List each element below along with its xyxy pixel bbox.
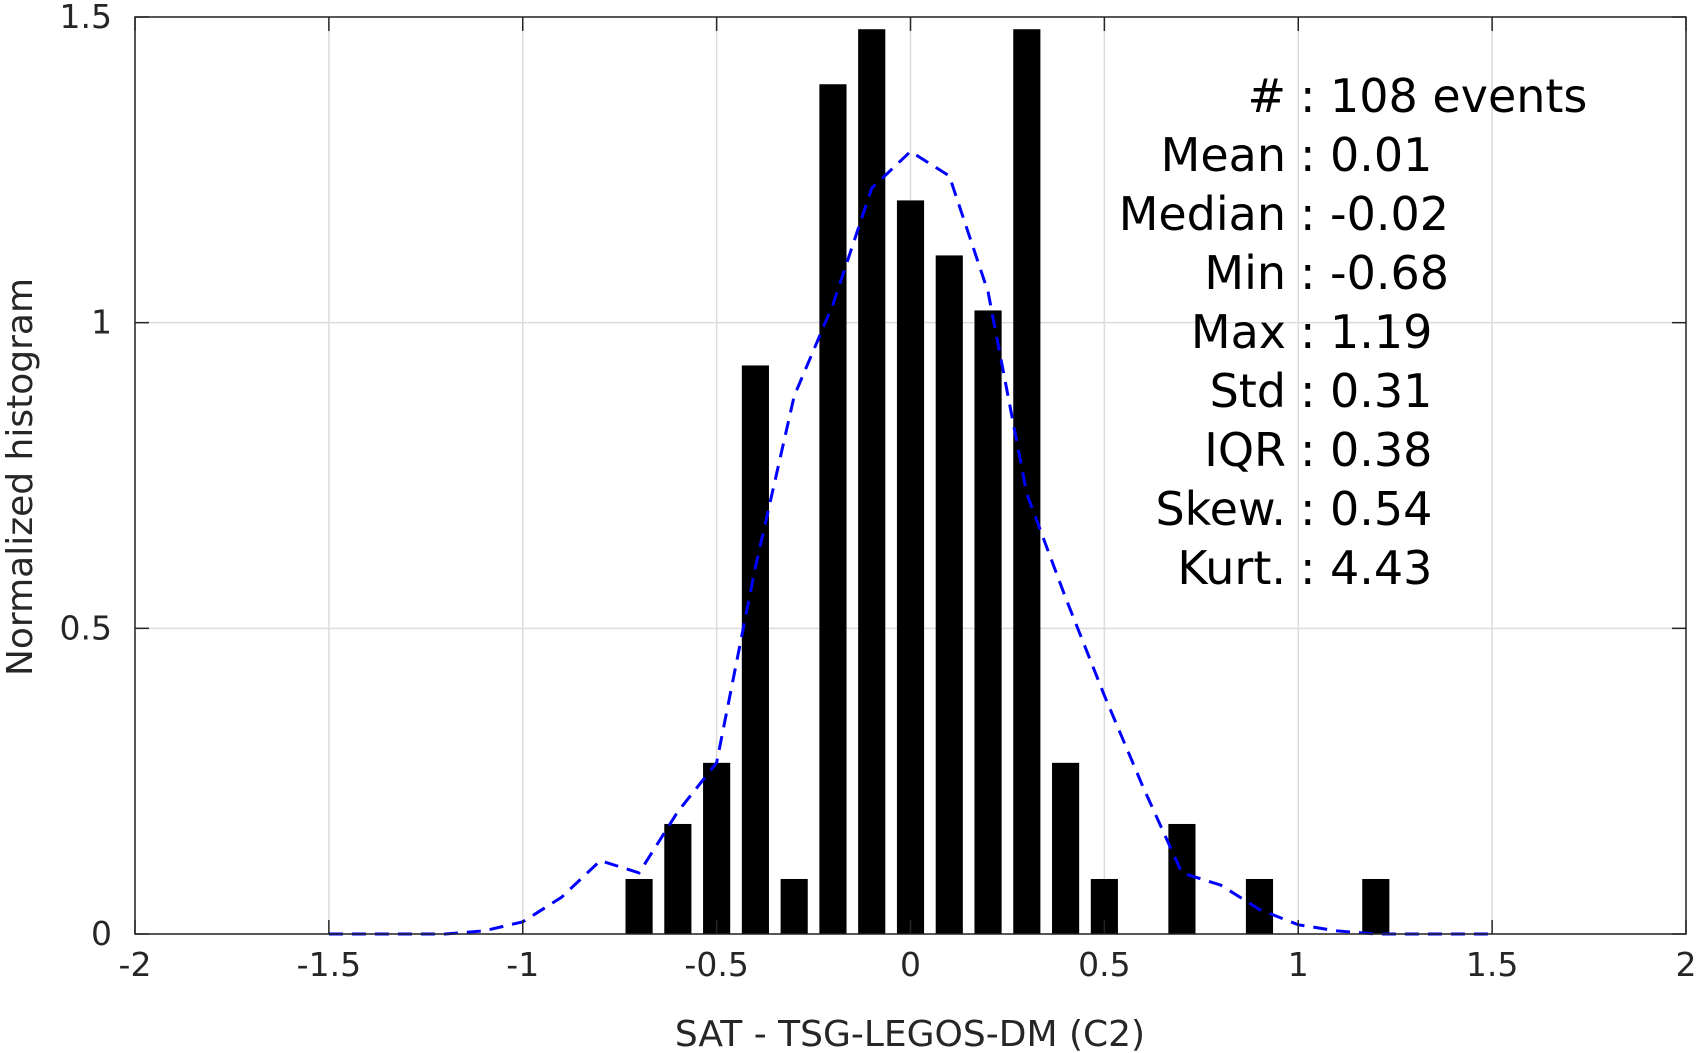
stats-line-6: IQR:0.38 <box>1204 423 1432 477</box>
y-tick-label-3: 1.5 <box>60 0 112 36</box>
bar-2 <box>703 762 731 934</box>
stats-separator: : <box>1300 246 1316 300</box>
bar-11 <box>1052 762 1080 934</box>
y-tick-label-1: 0.5 <box>60 608 112 647</box>
stats-label: IQR <box>1204 423 1286 477</box>
stats-line-2: Median: -0.02 <box>1119 187 1449 241</box>
stats-value: 0.54 <box>1330 482 1432 536</box>
bar-3 <box>741 365 769 935</box>
stats-label: Max <box>1191 305 1286 359</box>
x-tick-label-7: 1.5 <box>1466 945 1518 984</box>
axes-frame <box>134 16 1687 935</box>
x-tick-label-0: -2 <box>119 945 152 984</box>
stats-label: Skew. <box>1155 482 1286 536</box>
stats-separator: : <box>1300 305 1316 359</box>
bar-9 <box>974 310 1002 934</box>
stats-separator: : <box>1300 69 1316 123</box>
x-tick-label-2: -1 <box>506 945 539 984</box>
x-tick-label-5: 0.5 <box>1078 945 1130 984</box>
stats-label: Median <box>1119 187 1286 241</box>
bar-1 <box>664 823 692 934</box>
stats-label: Mean <box>1161 128 1286 182</box>
stats-value: 0.38 <box>1330 423 1432 477</box>
stats-line-5: Std:0.31 <box>1210 364 1433 418</box>
stats-separator: : <box>1300 423 1316 477</box>
stats-value: -0.68 <box>1330 246 1449 300</box>
stats-label: Kurt. <box>1177 541 1286 595</box>
x-tick-labels: -2 -1.5 -1 -0.5 0 0.5 1 1.5 2 <box>119 945 1697 984</box>
y-axis-title: Normalized histogram <box>0 278 41 676</box>
stats-label: Std <box>1210 364 1286 418</box>
x-tick-label-4: 0 <box>900 945 921 984</box>
y-tick-labels: 0 0.5 1 1.5 <box>60 0 112 953</box>
stats-separator: : <box>1300 187 1316 241</box>
histogram-bars <box>625 29 1390 935</box>
stats-label: Min <box>1204 246 1286 300</box>
stats-line-0: #:108 events <box>1247 69 1587 123</box>
bar-4 <box>780 878 808 934</box>
stats-value: 0.31 <box>1330 364 1432 418</box>
x-tick-label-8: 2 <box>1676 945 1697 984</box>
stats-separator: : <box>1300 364 1316 418</box>
stats-line-7: Skew.:0.54 <box>1155 482 1432 536</box>
x-tick-label-1: -1.5 <box>297 945 361 984</box>
stats-value: -0.02 <box>1330 187 1449 241</box>
x-tick-label-3: -0.5 <box>684 945 748 984</box>
stats-line-1: Mean:0.01 <box>1161 128 1433 182</box>
bar-0 <box>625 878 653 934</box>
bar-8 <box>935 255 963 935</box>
stats-separator: : <box>1300 541 1316 595</box>
stats-line-3: Min: -0.68 <box>1204 246 1449 300</box>
bar-7 <box>896 200 925 934</box>
bar-6 <box>858 29 886 934</box>
stats-line-8: Kurt.:4.43 <box>1177 541 1432 595</box>
y-tick-label-2: 1 <box>91 303 112 342</box>
x-axis-title: SAT - TSG-LEGOS-DM (C2) <box>675 1014 1145 1053</box>
bar-10 <box>1013 29 1041 934</box>
stats-value: 108 events <box>1330 69 1587 123</box>
stats-label: # <box>1247 69 1286 123</box>
bar-13 <box>1168 823 1196 934</box>
bar-14 <box>1245 878 1274 934</box>
stats-line-4: Max:1.19 <box>1191 305 1433 359</box>
x-tick-label-6: 1 <box>1288 945 1309 984</box>
stats-separator: : <box>1300 482 1316 536</box>
bar-5 <box>819 84 847 935</box>
bar-15 <box>1362 878 1390 934</box>
stats-value: 4.43 <box>1330 541 1432 595</box>
stats-value: 1.19 <box>1330 305 1432 359</box>
y-tick-label-0: 0 <box>91 914 112 953</box>
stats-separator: : <box>1300 128 1316 182</box>
stats-value: 0.01 <box>1330 128 1432 182</box>
